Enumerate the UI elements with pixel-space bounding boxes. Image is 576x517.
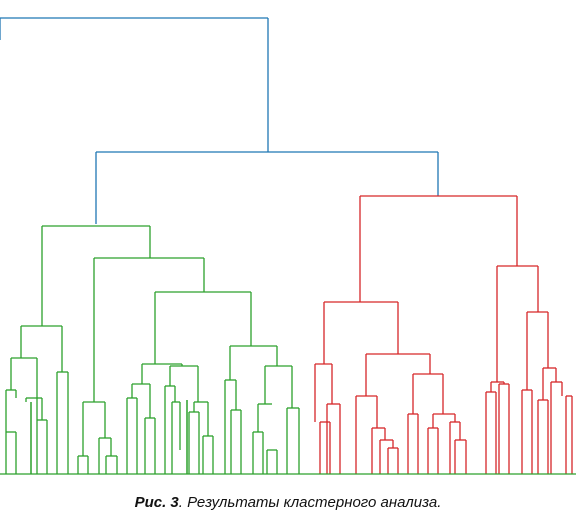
- caption-label: Рис. 3: [134, 494, 179, 511]
- caption-text: . Результаты кластерного анализа.: [178, 494, 442, 511]
- dendrogram: [0, 17, 576, 475]
- figure-caption: Рис. 3. Результаты кластерного анализа.: [0, 494, 576, 511]
